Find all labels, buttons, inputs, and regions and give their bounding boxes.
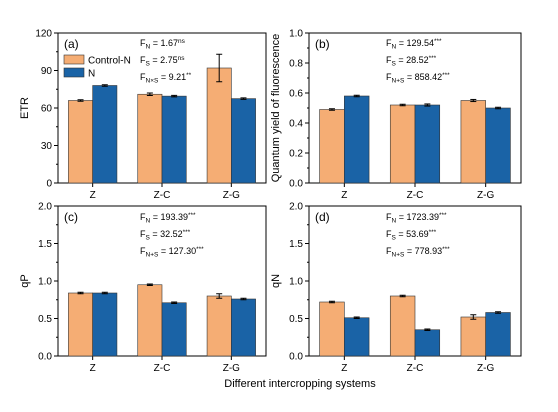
bar-control-n xyxy=(460,100,486,184)
x-tick-label: Z-G xyxy=(477,190,494,201)
stat-annotation: FN+S = 127.30*** xyxy=(140,246,204,259)
x-tick-label: Z xyxy=(341,190,347,201)
bar-n xyxy=(92,85,118,184)
y-tick-label: 2.0 xyxy=(38,202,52,213)
stat-annotation: FN×S = 9.21** xyxy=(140,72,192,85)
bar-control-n xyxy=(389,104,416,184)
chart-panels: 0 30 60 90 120 ETR (a) Z Z-C Z-G FN = 1.67ns FS = 2… xyxy=(19,29,522,374)
panel-label: (b) xyxy=(315,37,330,51)
bar-n xyxy=(414,104,441,184)
y-tick-label: 0.8 xyxy=(289,59,303,70)
y-tick-label: 30 xyxy=(41,141,53,152)
bar-n xyxy=(344,95,370,184)
bar-n xyxy=(414,329,441,357)
bar-n xyxy=(344,317,370,357)
y-tick-label: 0.6 xyxy=(289,89,303,100)
y-tick-label: 0 xyxy=(46,179,52,190)
bar-control-n xyxy=(319,301,345,357)
y-tick-label: 1.0 xyxy=(289,29,303,40)
stat-annotation: FN = 1723.39*** xyxy=(386,212,447,225)
stat-annotation: FS = 32.52*** xyxy=(140,229,191,242)
y-tick-label: 120 xyxy=(35,29,52,40)
bar-control-n xyxy=(206,67,232,184)
bar-n xyxy=(161,95,187,184)
y-tick-label: 1.5 xyxy=(289,239,303,250)
y-tick-label: 0.5 xyxy=(38,314,52,325)
y-tick-label: 2.0 xyxy=(289,202,303,213)
y-tick-label: 0.4 xyxy=(289,119,303,130)
y-tick-label: 60 xyxy=(41,104,53,115)
bar-control-n xyxy=(137,284,163,357)
panel-label: (a) xyxy=(64,37,79,51)
x-tick-label: Z-C xyxy=(407,363,424,374)
legend-swatch-control-n xyxy=(63,54,85,65)
y-tick-label: 1.5 xyxy=(38,239,52,250)
chart-panel-2: 0.0 0.2 0.4 0.6 0.8 1.0 Quantum yield of fluor… xyxy=(270,29,522,201)
stat-annotation: FS = 28.52*** xyxy=(386,55,437,68)
y-tick-label: 0.0 xyxy=(38,352,52,363)
stat-annotation: FS = 2.75ns xyxy=(140,55,185,68)
x-tick-label: Z xyxy=(90,190,96,201)
chart-panel-3: 0.0 0.5 1.0 1.5 2.0 qP (c) Z Z-C Z-G FN = 193.39**… xyxy=(19,202,267,374)
y-tick-label: 0.5 xyxy=(289,314,303,325)
bar-control-n xyxy=(389,295,416,357)
y-tick-label: 0.2 xyxy=(289,149,303,160)
y-tick-label: 1.0 xyxy=(38,277,52,288)
chart-panel-1: 0 30 60 90 120 ETR (a) Z Z-C Z-G FN = 1.67ns FS = 2… xyxy=(19,29,267,201)
x-axis-label: Different intercropping systems xyxy=(224,378,376,390)
stat-annotation: FN = 1.67ns xyxy=(140,38,186,51)
bar-control-n xyxy=(137,93,163,184)
bar-n xyxy=(485,107,511,184)
bar-control-n xyxy=(206,295,232,357)
legend-swatch-n xyxy=(63,67,85,78)
y-axis-label: qP xyxy=(19,274,31,287)
stat-annotation: FS = 53.69*** xyxy=(386,229,437,242)
y-tick-label: 1.0 xyxy=(289,277,303,288)
x-tick-label: Z-C xyxy=(154,363,171,374)
x-tick-label: Z-G xyxy=(223,363,240,374)
legend-entry: N xyxy=(88,69,95,80)
stat-annotation: FN+S = 778.93*** xyxy=(386,246,450,259)
x-tick-label: Z xyxy=(90,363,96,374)
stat-annotation: FN+S = 858.42*** xyxy=(386,72,450,85)
y-axis-label: Quantum yield of fluorescence xyxy=(270,34,282,183)
chart-panel-4: 0.0 0.5 1.0 1.5 2.0 qN (d) Z Z-C Z-G FN = 1723.39*… xyxy=(270,202,522,374)
stat-annotation: FN = 193.39*** xyxy=(140,212,196,225)
y-tick-label: 90 xyxy=(41,66,53,77)
bar-n xyxy=(161,302,187,357)
bar-n xyxy=(231,98,256,184)
bar-control-n xyxy=(319,109,345,184)
bar-n xyxy=(485,312,511,357)
x-tick-label: Z-G xyxy=(477,363,494,374)
bar-n xyxy=(231,298,256,357)
y-axis-label: ETR xyxy=(19,97,31,119)
bar-control-n xyxy=(68,100,93,184)
bar-control-n xyxy=(68,292,93,357)
y-tick-label: 0.0 xyxy=(289,352,303,363)
y-tick-label: 0.0 xyxy=(289,179,303,190)
x-tick-label: Z xyxy=(341,363,347,374)
legend-entry: Control-N xyxy=(88,56,131,67)
x-tick-label: Z-C xyxy=(154,190,171,201)
x-tick-label: Z-G xyxy=(223,190,240,201)
stat-annotation: FN = 129.54*** xyxy=(386,38,442,51)
panel-label: (c) xyxy=(64,210,78,224)
x-tick-label: Z-C xyxy=(407,190,424,201)
panel-label: (d) xyxy=(315,210,330,224)
bar-n xyxy=(92,292,118,357)
y-axis-label: qN xyxy=(270,274,282,288)
bar-control-n xyxy=(460,316,486,357)
